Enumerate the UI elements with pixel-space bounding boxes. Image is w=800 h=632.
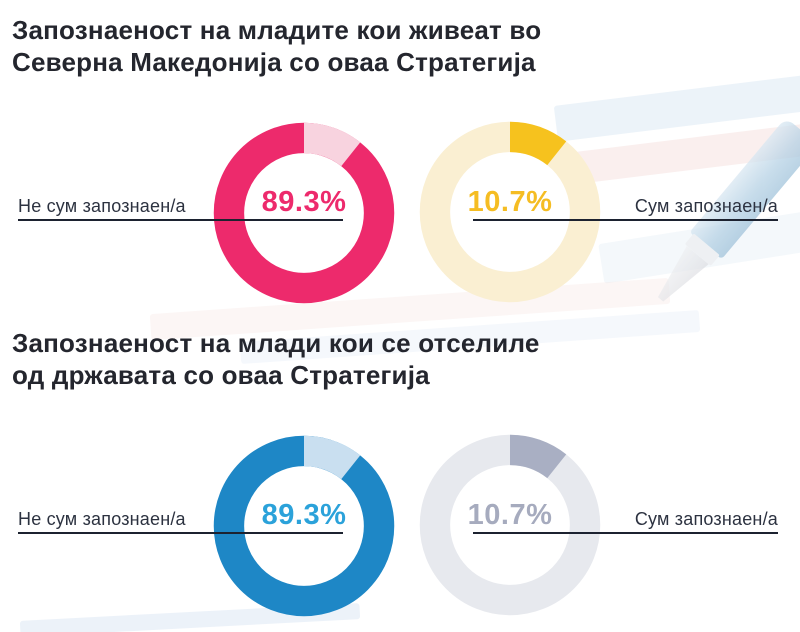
section-emigrants: Запознаеност на млади кои се отселиле од…	[0, 313, 800, 623]
callout-line	[18, 219, 343, 221]
category-label-not-familiar: Не сум запознаен/а	[18, 509, 186, 529]
section-title: Запознаеност на младите кои живеат во Се…	[12, 14, 541, 78]
title-line-2: Северна Македонија со оваа Стратегија	[12, 47, 536, 78]
donut-chart-familiar	[415, 117, 605, 307]
title-line-1: Запознаеност на млади кои се отселиле	[12, 328, 540, 358]
callout-line	[473, 219, 778, 221]
donut-chart-familiar	[415, 430, 605, 620]
percent-value-familiar: 10.7%	[467, 186, 553, 218]
category-label-familiar: Сум запознаен/а	[634, 196, 778, 216]
donut-chart-not-familiar	[209, 118, 399, 308]
callout-line	[18, 532, 343, 534]
callout-line	[473, 532, 778, 534]
percent-value-not-familiar: 89.3%	[261, 499, 347, 531]
section-residents: Запознаеност на младите кои живеат во Се…	[0, 0, 800, 310]
percent-value-familiar: 10.7%	[467, 499, 553, 531]
section-title: Запознаеност на млади кои се отселиле од…	[12, 327, 540, 391]
title-line-1: Запознаеност на младите кои живеат во	[12, 15, 542, 45]
percent-value-not-familiar: 89.3%	[261, 186, 347, 218]
category-label-familiar: Сум запознаен/а	[634, 509, 778, 529]
category-label-not-familiar: Не сум запознаен/а	[18, 196, 186, 216]
title-line-2: од државата со оваа Стратегија	[12, 360, 430, 391]
donut-chart-not-familiar	[209, 431, 399, 621]
